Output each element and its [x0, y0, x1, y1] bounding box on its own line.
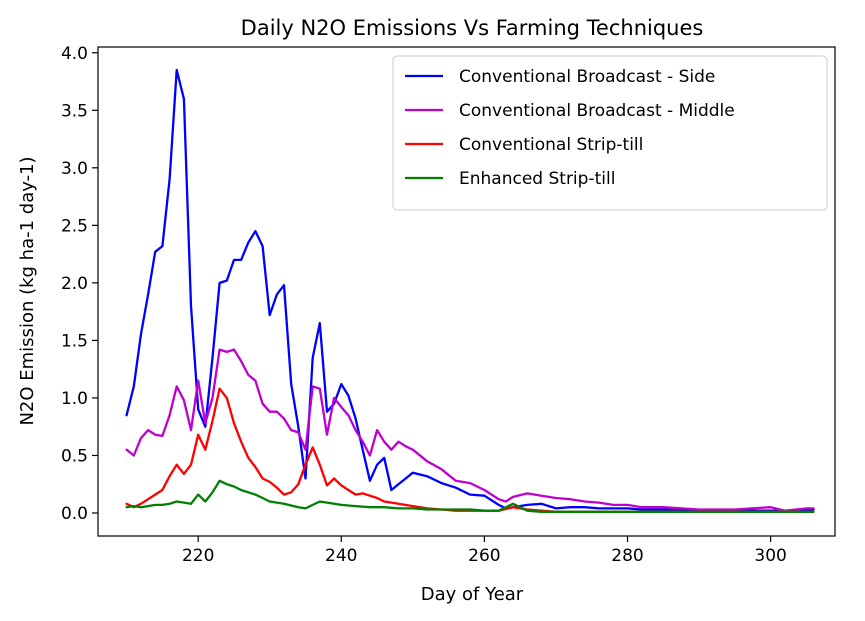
y-tick-label: 0.5 [61, 446, 88, 466]
x-tick-label: 220 [182, 546, 214, 566]
series-line-3 [125, 479, 815, 513]
x-axis-label: Day of Year [421, 584, 524, 605]
y-tick-label: 4.0 [61, 44, 88, 64]
y-tick-label: 1.0 [61, 389, 88, 409]
x-tick-label: 240 [325, 546, 357, 566]
plot-frame [97, 46, 836, 537]
legend-label-1: Conventional Broadcast - Middle [459, 101, 735, 121]
y-tick-label: 2.5 [61, 216, 88, 236]
plot-lines [125, 68, 815, 513]
y-axis-label: N2O Emission (kg ha-1 day-1) [17, 156, 38, 425]
x-axis-ticks: 220 240 260 280 300 [182, 536, 787, 566]
legend: Conventional Broadcast - Side Conventiona… [392, 55, 828, 211]
y-tick-label: 0.0 [61, 504, 88, 524]
chart-title: Daily N2O Emissions Vs Farming Technique… [241, 16, 704, 40]
series-line-0 [125, 68, 815, 512]
legend-box [392, 55, 828, 211]
y-tick-label: 3.5 [61, 101, 88, 121]
x-tick-label: 300 [754, 546, 786, 566]
y-tick-label: 2.0 [61, 274, 88, 294]
series-line-1 [125, 348, 815, 512]
y-tick-label: 1.5 [61, 331, 88, 351]
x-tick-label: 280 [611, 546, 643, 566]
legend-label-0: Conventional Broadcast - Side [459, 67, 715, 87]
y-axis-ticks: 0.0 0.5 1.0 1.5 2.0 2.5 3.0 3.5 4.0 [61, 44, 98, 524]
legend-label-3: Enhanced Strip-till [459, 169, 615, 189]
x-tick-label: 260 [468, 546, 500, 566]
y-tick-label: 3.0 [61, 159, 88, 179]
legend-label-2: Conventional Strip-till [459, 135, 643, 155]
